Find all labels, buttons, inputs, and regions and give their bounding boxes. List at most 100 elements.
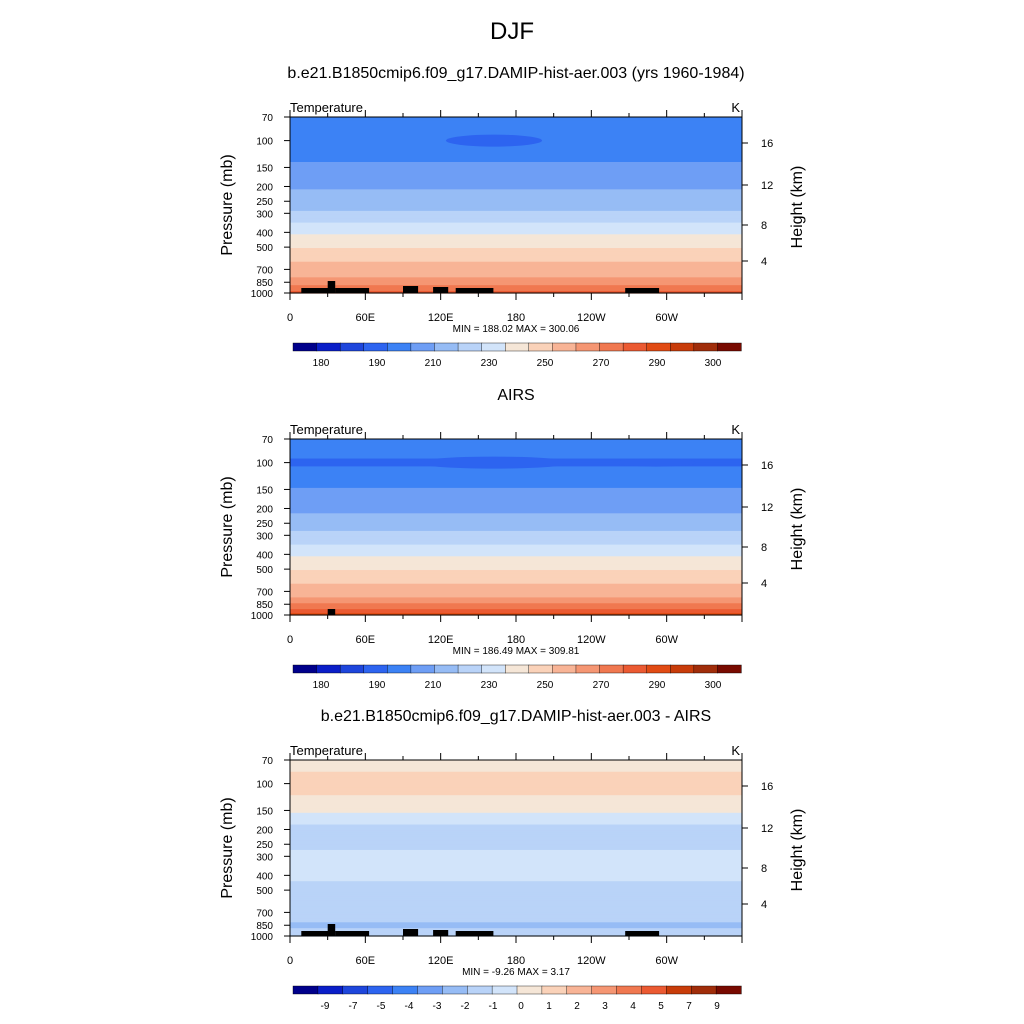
field-band (290, 848, 742, 851)
field-band (290, 558, 742, 561)
colorbar-label: 7 (686, 1001, 692, 1012)
y-tick-label: 250 (256, 840, 273, 851)
colorbar-label: -5 (377, 1001, 386, 1012)
colorbar-box (717, 342, 742, 352)
field-band (290, 179, 742, 183)
colorbar-box (666, 985, 692, 995)
cold-tropopause-region (446, 134, 542, 147)
field-band (290, 165, 742, 169)
height-axis-label: Height (km) (789, 488, 806, 571)
field-band (290, 828, 742, 831)
y-axis-label: Pressure (mb) (219, 476, 236, 577)
colorbar-box (693, 342, 719, 352)
height-tick-label: 8 (761, 542, 767, 554)
field-band (290, 552, 742, 555)
field-band (290, 836, 742, 839)
y-tick-label: 250 (256, 519, 273, 530)
colorbar-label: 3 (602, 1001, 608, 1012)
colorbar-label: 190 (369, 680, 386, 691)
field-band (290, 579, 742, 583)
field-band (290, 822, 742, 826)
colorbar-box (342, 985, 369, 995)
x-tick-label: 180 (507, 634, 525, 646)
height-axis-label: Height (km) (789, 166, 806, 249)
field-band (290, 869, 742, 873)
field-band (290, 801, 742, 804)
y-tick-label: 300 (256, 209, 273, 220)
terrain-block (625, 931, 660, 936)
min-max-label: MIN = 186.49 MAX = 309.81 (453, 646, 580, 657)
x-tick-label: 60W (655, 634, 678, 646)
field-band (290, 761, 742, 765)
field-band (290, 273, 742, 276)
field-band (290, 865, 742, 869)
field-band (290, 930, 742, 933)
field-band (290, 480, 742, 483)
field-band (290, 799, 742, 802)
terrain-block (433, 287, 449, 293)
field-band (290, 830, 742, 833)
field-band (290, 806, 742, 810)
field-band (290, 261, 742, 265)
colorbar-box (717, 664, 742, 674)
field-band (290, 894, 742, 898)
figure-title: DJF (490, 18, 534, 45)
field-band (290, 560, 742, 563)
colorbar-box (292, 342, 318, 352)
field-band (290, 291, 742, 294)
y-tick-label: 700 (256, 265, 273, 276)
field-band (290, 861, 742, 865)
field-band (290, 775, 742, 779)
cold-tropopause-region (416, 456, 572, 469)
field-band (290, 523, 742, 526)
field-band (290, 898, 742, 902)
field-band (290, 587, 742, 591)
field-band (290, 169, 742, 173)
field-band (290, 476, 742, 479)
field-band (290, 130, 742, 134)
colorbar-box (434, 664, 459, 674)
colorbar-box (434, 342, 459, 352)
field-band (290, 150, 742, 153)
colorbar-box (670, 342, 695, 352)
colorbar-label: 0 (518, 1001, 524, 1012)
field-band (290, 767, 742, 771)
field-band (290, 156, 742, 159)
field-band (290, 824, 742, 828)
colorbar-label: 210 (425, 680, 442, 691)
field-band (290, 470, 742, 473)
field-band (290, 132, 742, 136)
field-band (290, 528, 742, 532)
field-band (290, 785, 742, 788)
y-tick-label: 500 (256, 243, 273, 254)
colorbar-box (528, 342, 553, 352)
field-band (290, 902, 742, 906)
min-max-label: MIN = 188.02 MAX = 300.06 (453, 324, 580, 335)
y-tick-label: 850 (256, 278, 273, 289)
field-band (290, 444, 742, 448)
height-tick-label: 4 (761, 899, 767, 911)
field-band (290, 195, 742, 198)
field-band (290, 804, 742, 808)
field-band (290, 482, 742, 485)
terrain-block (625, 288, 660, 293)
colorbar-box (693, 664, 719, 674)
field-band (290, 503, 742, 507)
field-band (290, 900, 742, 904)
field-band (290, 571, 742, 575)
colorbar-box (622, 664, 648, 674)
y-tick-label: 400 (256, 871, 273, 882)
field-band (290, 932, 742, 935)
y-tick-label: 1000 (251, 289, 274, 300)
field-band (290, 777, 742, 781)
field-band (290, 148, 742, 151)
colorbar-box (566, 985, 593, 995)
field-band (290, 885, 742, 888)
field-band (290, 912, 742, 916)
x-tick-label: 0 (287, 312, 293, 324)
chart-panel-3: b.e21.B1850cmip6.f09_g17.DAMIP-hist-aer.… (219, 708, 806, 1012)
height-tick-label: 8 (761, 220, 767, 232)
field-band (290, 440, 742, 444)
terrain-block (335, 288, 370, 293)
field-band (290, 851, 742, 855)
